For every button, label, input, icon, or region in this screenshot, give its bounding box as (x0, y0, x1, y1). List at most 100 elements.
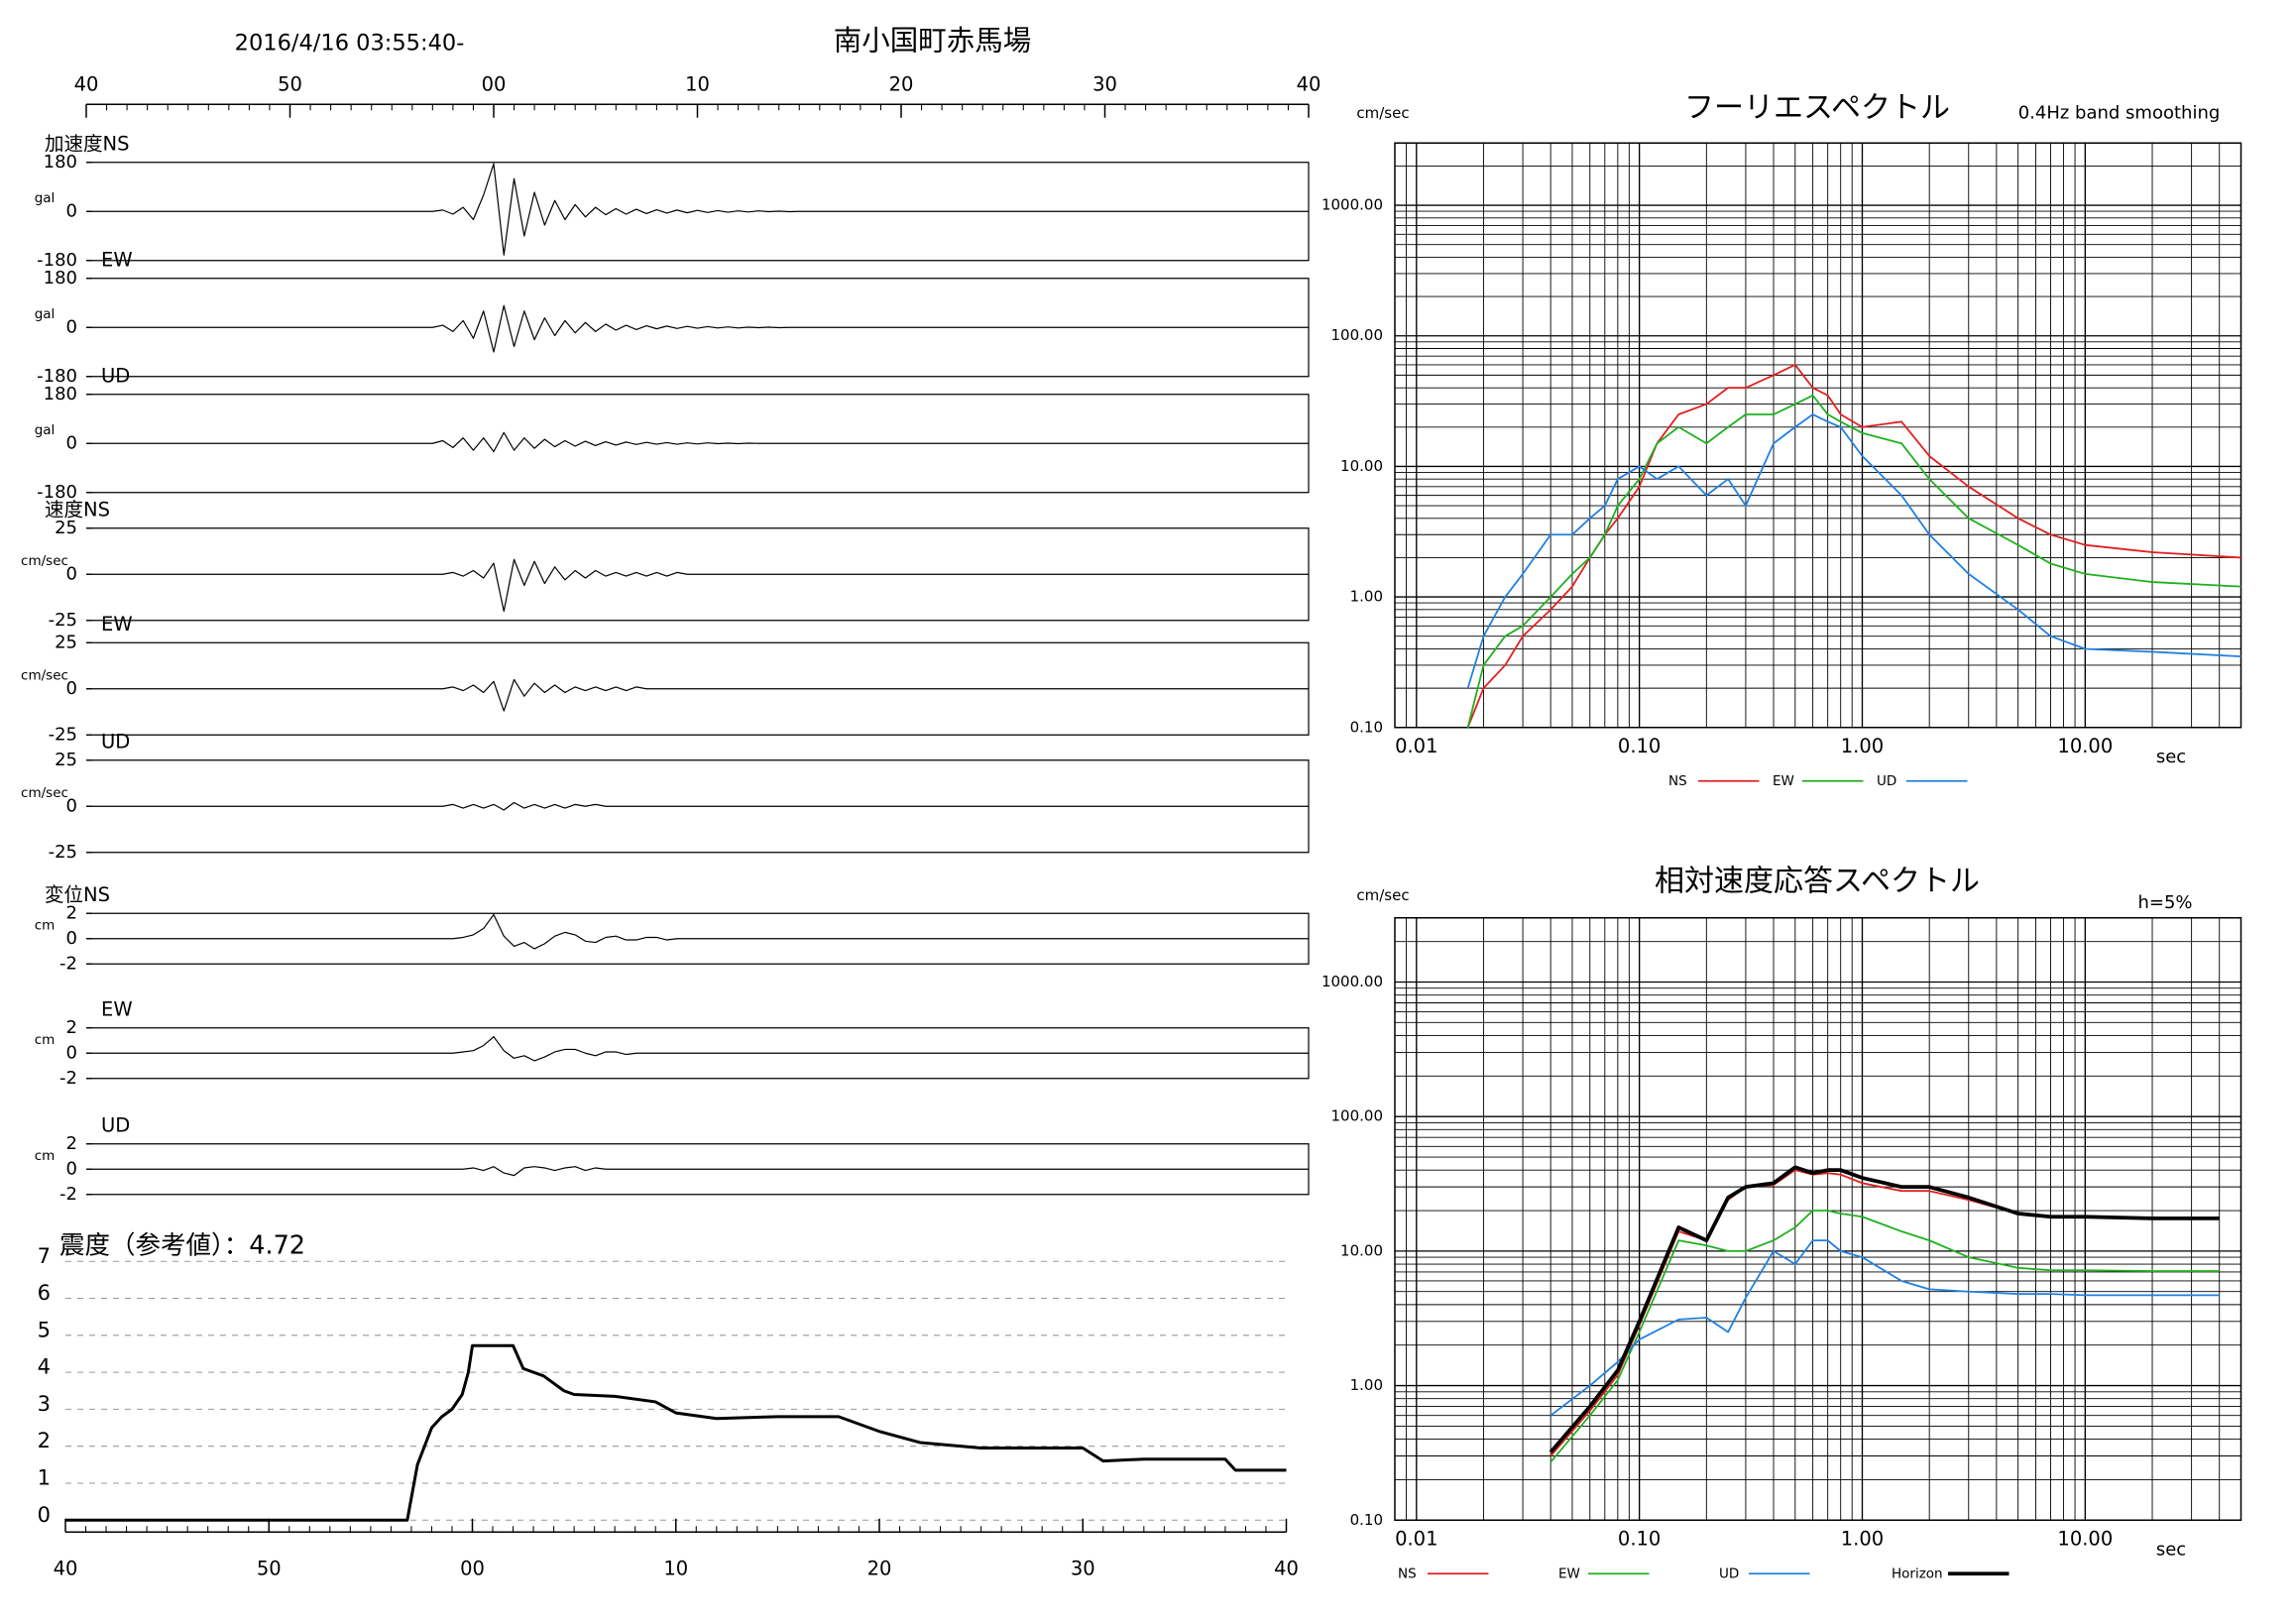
x-tick-label: 20 (867, 1557, 892, 1579)
y-tick-label: 180 (44, 268, 77, 289)
legend-label: EW (1558, 1565, 1580, 1581)
y-tick-label: 180 (44, 152, 77, 173)
legend-label: UD (1877, 773, 1896, 789)
trace-label: UD (101, 730, 130, 753)
x-tick-label: 0.10 (1618, 1527, 1661, 1550)
legend-label: EW (1773, 773, 1794, 789)
trace-label: EW (101, 248, 133, 271)
x-tick-label: 50 (257, 1557, 282, 1579)
y-tick-label: 100.00 (1331, 1107, 1384, 1125)
y-tick-label: 0 (66, 1042, 77, 1063)
y-tick-label: 2 (66, 1133, 77, 1154)
y-tick-label: 25 (55, 750, 77, 770)
y-tick-label: -25 (49, 724, 77, 745)
unit-label: gal (35, 422, 56, 438)
waveform-trace (86, 163, 1309, 256)
unit-label: cm/sec (21, 667, 68, 683)
y-tick-label: 0 (66, 563, 77, 584)
y-tick-label: 1000.00 (1321, 973, 1383, 990)
x-tick-label: 00 (482, 72, 507, 95)
x-tick-label: 00 (460, 1557, 485, 1579)
chart-title: 相対速度応答スペクトル (1655, 864, 1980, 898)
trace-label: 変位NS (45, 883, 110, 906)
y-tick-label: 5 (38, 1318, 51, 1341)
waveform-trace (86, 801, 1309, 811)
chart-title: フーリエスペクトル (1684, 90, 1950, 125)
y-tick-label: 2 (38, 1429, 51, 1452)
unit-label: gal (35, 190, 56, 206)
plot-frame (1394, 142, 2242, 729)
waveform-trace (86, 913, 1309, 950)
waveform-trace (86, 1166, 1309, 1177)
y-tick-label: 25 (55, 518, 77, 538)
y-tick-label: 6 (38, 1281, 51, 1305)
station-name: 南小国町赤馬場 (834, 24, 1032, 57)
x-tick-label: 30 (1071, 1557, 1095, 1579)
spectrum-line (1466, 394, 2241, 728)
y-tick-label: 0 (66, 200, 77, 221)
trace-label: 加速度NS (45, 132, 129, 155)
waveform-trace (86, 678, 1309, 712)
waveform-trace (86, 1036, 1309, 1062)
y-tick-label: -180 (37, 366, 77, 387)
spectrum-line (1550, 1210, 2220, 1463)
y-tick-label: 1000.00 (1321, 196, 1383, 214)
x-tick-label: 1.00 (1841, 1527, 1884, 1550)
y-tick-label: -2 (59, 953, 77, 974)
y-tick-label: 1 (38, 1465, 51, 1489)
y-tick-label: 10.00 (1340, 1241, 1383, 1259)
legend-label: Horizon (1892, 1565, 1943, 1581)
x-tick-label: 10 (663, 1557, 688, 1579)
trace-label: 速度NS (45, 498, 110, 521)
chart-subtitle: h=5% (2137, 892, 2192, 913)
plot-frame (1394, 917, 2242, 1521)
y-tick-label: 100.00 (1331, 326, 1384, 344)
legend-label: NS (1668, 773, 1687, 789)
y-tick-label: -25 (49, 610, 77, 631)
trace-label: UD (101, 1113, 130, 1136)
x-tick-label: 40 (74, 72, 99, 95)
spectrum-line (1466, 413, 2241, 689)
y-tick-label: -25 (49, 842, 77, 863)
x-tick-label: 0.01 (1395, 1527, 1437, 1550)
unit-label: cm/sec (21, 785, 68, 801)
waveform-trace (86, 431, 1309, 453)
x-axis-label: sec (2156, 747, 2186, 767)
unit-label: cm (35, 1032, 56, 1048)
y-tick-label: 7 (38, 1244, 51, 1268)
x-tick-label: 1.00 (1841, 735, 1884, 757)
x-tick-label: 40 (1274, 1557, 1299, 1579)
y-tick-label: 0.10 (1350, 1511, 1383, 1529)
y-tick-label: 2 (66, 1017, 77, 1038)
x-tick-label: 10.00 (2057, 1527, 2113, 1550)
x-axis-label: sec (2156, 1539, 2186, 1560)
y-tick-label: 0 (66, 795, 77, 816)
intensity-line (65, 1343, 1287, 1522)
y-tick-label: -180 (37, 250, 77, 271)
y-tick-label: 3 (38, 1392, 51, 1416)
trace-label: EW (101, 997, 133, 1020)
spectrum-line (1549, 1165, 2220, 1453)
chart-title: 震度（参考値）：4.72 (59, 1230, 305, 1260)
y-tick-label: 0 (38, 1503, 51, 1527)
y-tick-label: -2 (59, 1184, 77, 1205)
waveform-trace (86, 304, 1309, 353)
y-tick-label: 4 (38, 1355, 51, 1379)
x-tick-label: 40 (1297, 72, 1321, 95)
unit-label: gal (35, 306, 56, 322)
y-tick-label: 0 (66, 316, 77, 337)
y-tick-label: 0 (66, 432, 77, 453)
legend-label: UD (1719, 1565, 1739, 1581)
waveform-trace (86, 558, 1309, 613)
unit-label: cm/sec (21, 553, 68, 569)
y-tick-label: -180 (37, 482, 77, 503)
y-tick-label: 0 (66, 678, 77, 699)
y-tick-label: 2 (66, 902, 77, 923)
x-tick-label: 30 (1092, 72, 1117, 95)
y-tick-label: 10.00 (1340, 457, 1383, 475)
y-axis-label: cm/sec (1356, 104, 1409, 122)
x-tick-label: 0.10 (1618, 735, 1661, 757)
y-tick-label: 0.10 (1350, 718, 1383, 736)
